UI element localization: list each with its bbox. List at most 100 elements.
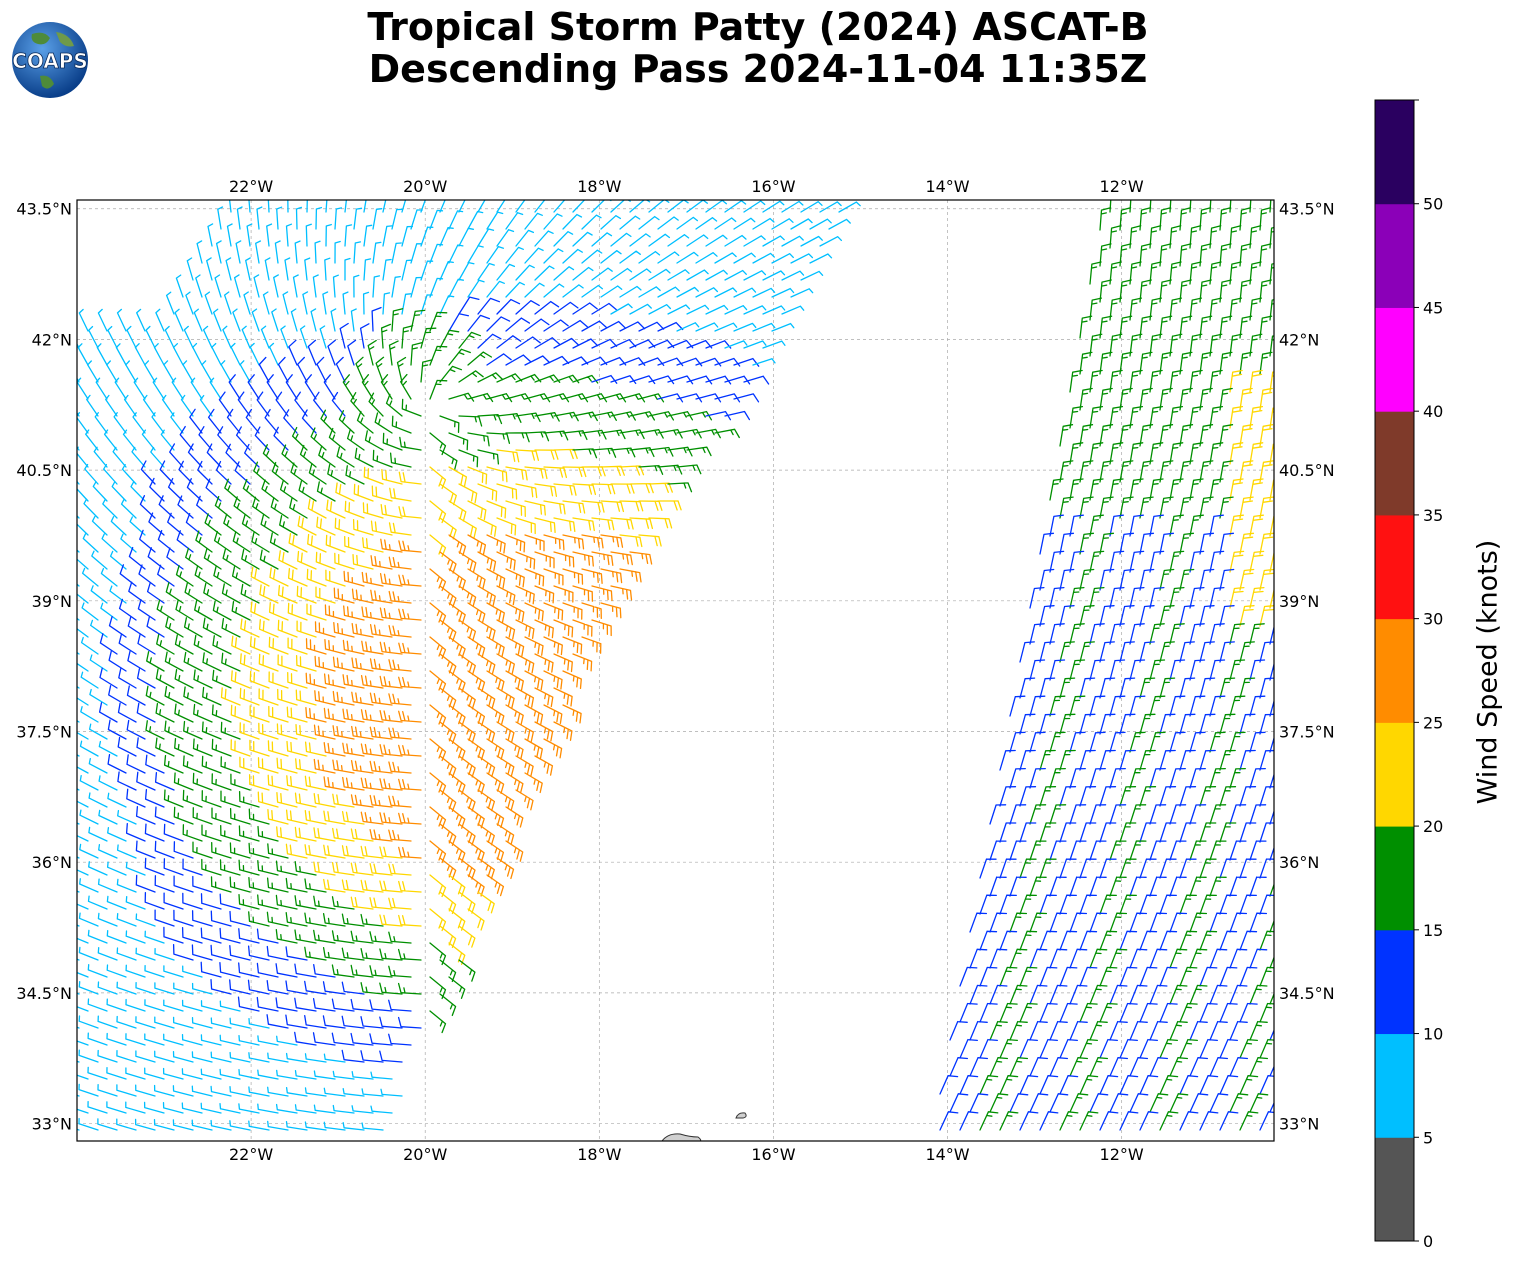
wind-barb [543,738,563,759]
wind-barb [969,912,988,933]
wind-barb [458,331,482,349]
wind-barb [341,845,365,859]
wind-barb [505,636,525,657]
wind-barb [1280,823,1296,842]
wind-barb [448,244,464,264]
wind-barb [439,857,457,881]
wind-barb [939,1075,959,1095]
wind-barb [211,342,222,366]
wind-barb [1269,479,1274,501]
wind-barb [245,257,251,281]
wind-barb [136,737,156,757]
wind-barb [979,858,997,879]
wind-barb [486,772,505,794]
wind-barb [610,232,632,247]
wind-barb [306,200,308,213]
wind-barb [391,208,403,230]
wind-barb [600,568,623,584]
wind-barb [1199,1111,1219,1131]
wind-barb [800,201,823,213]
wind-barb [251,531,270,553]
wind-barb [1209,514,1224,537]
wind-barb [1119,1002,1138,1023]
wind-barb [724,410,751,421]
wind-barb [486,806,505,829]
wind-barb [221,618,241,638]
wind-barb [429,1010,447,1034]
wind-barb [285,1052,308,1063]
wind-barb [77,628,89,638]
wind-barb [388,761,412,774]
wind-barb [562,248,583,264]
wind-barb [1290,371,1302,393]
wind-barb [1109,1020,1128,1041]
colorbar-tick-label: 45 [1423,298,1443,317]
wind-barb [195,530,213,553]
wind-barb [543,248,564,264]
wind-barb [1079,677,1096,699]
wind-barb [1209,695,1226,717]
wind-barb [314,240,321,264]
wind-barb [1149,840,1167,861]
wind-barb [969,1093,989,1113]
wind-barb [1290,696,1305,716]
wind-barb [1129,984,1148,1005]
wind-barb [1119,677,1136,699]
wind-barb [351,657,374,672]
wind-barb [1079,966,1098,987]
wind-barb [1219,786,1237,807]
wind-barb [439,449,458,471]
wind-barb [553,619,574,638]
wind-barb [1029,767,1046,789]
wind-barb [225,257,232,281]
wind-barb [1219,1075,1239,1095]
wind-barb [534,483,558,497]
wind-barb [219,1034,241,1046]
wind-barb [256,962,279,978]
wind-barb [136,771,156,791]
wind-barb [397,1016,422,1029]
wind-barb [269,532,289,553]
wind-barb [80,636,99,655]
wind-barb [1179,894,1197,915]
wind-barb [600,465,625,477]
lat-tick-right: 40.5°N [1279,461,1335,480]
wind-barb [323,1053,346,1063]
wind-barb [1069,623,1085,645]
wind-barb [182,755,203,774]
wind-barb [189,408,203,434]
wind-barb [1139,786,1157,807]
wind-barb [1049,659,1066,681]
wind-barb [330,308,337,332]
wind-barb [161,394,175,417]
wind-barb [1239,532,1255,555]
wind-barb [77,523,89,536]
wind-barb [325,223,332,247]
wind-barb [686,200,708,213]
wind-barb [342,639,365,655]
wind-barb [155,668,175,689]
wind-barb [331,391,346,417]
wind-barb [382,292,391,315]
colorbar-tick-label: 25 [1423,713,1443,732]
wind-barb [1179,605,1195,627]
wind-barb [106,360,118,383]
wind-barb [562,636,583,655]
wind-barb [313,895,336,910]
wind-barb [1089,261,1102,285]
wind-barb [467,908,485,931]
wind-barb [268,602,289,621]
wind-barb [50,361,60,382]
wind-barb [1249,514,1264,537]
wind-barb [714,217,737,230]
wind-barb [1239,894,1257,915]
wind-barb [77,593,89,604]
wind-barb [1049,1020,1068,1041]
wind-barb [467,466,488,485]
wind-barb [949,1020,968,1041]
wind-barb [572,266,594,281]
wind-barb [496,721,515,743]
wind-barb [1239,605,1255,627]
wind-barb [341,879,365,893]
wind-barb [486,670,505,692]
